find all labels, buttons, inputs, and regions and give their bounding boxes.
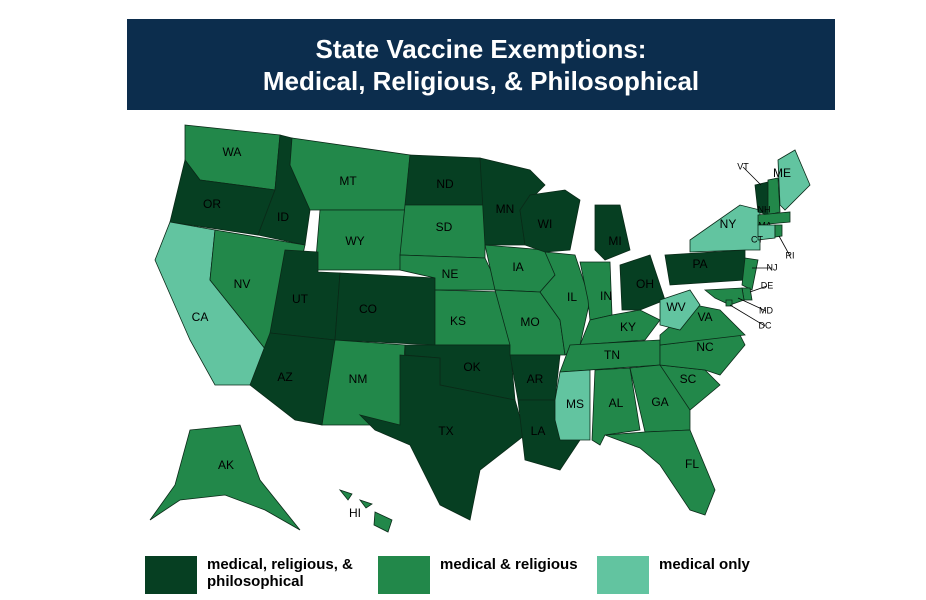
- state-label: LA: [531, 424, 546, 438]
- state-label: SD: [436, 220, 453, 234]
- state-shape: [757, 211, 791, 226]
- state-label: NV: [234, 277, 251, 291]
- state-label: OR: [203, 197, 221, 211]
- state-label: ID: [277, 210, 289, 224]
- state-label: DE: [761, 280, 774, 290]
- state-shape: [519, 189, 581, 253]
- state-label: ME: [773, 166, 791, 180]
- legend-item: medical & religious: [378, 556, 610, 594]
- state-shape: [554, 369, 591, 441]
- state-label: ND: [436, 177, 454, 191]
- state-label: IA: [512, 260, 523, 274]
- state-shape: [703, 287, 745, 306]
- state-label: NH: [758, 204, 771, 214]
- state-label: WA: [223, 145, 242, 159]
- state-label: MO: [520, 315, 539, 329]
- state-shape: [725, 299, 733, 307]
- state-shape: [249, 332, 336, 426]
- leader-line: [737, 297, 767, 312]
- state-label: NC: [696, 340, 714, 354]
- state-label: AL: [609, 396, 624, 410]
- state-label: NM: [349, 372, 368, 386]
- state-label: WV: [666, 300, 685, 314]
- state-shape: [149, 424, 301, 531]
- state-label: FL: [685, 457, 699, 471]
- state-shape: [659, 289, 701, 331]
- state-shape: [604, 429, 716, 516]
- state-label: MN: [496, 202, 515, 216]
- state-shape: [757, 224, 776, 241]
- state-label: AK: [218, 458, 234, 472]
- state-label: MI: [608, 234, 621, 248]
- state-label: VT: [737, 161, 749, 171]
- state-shape: [619, 254, 666, 311]
- state-label: TX: [438, 424, 453, 438]
- state-label: VA: [697, 310, 712, 324]
- state-label: CA: [192, 310, 209, 324]
- state-shape: [358, 499, 373, 509]
- state-label: NY: [720, 217, 737, 231]
- leader-line: [749, 285, 768, 293]
- state-shape: [767, 177, 781, 216]
- state-shape: [774, 224, 783, 238]
- state-label: WY: [345, 234, 364, 248]
- legend-swatch: [145, 556, 197, 594]
- state-shape: [594, 204, 631, 261]
- leader-line: [742, 166, 762, 186]
- title-line: Medical, Religious, & Philosophical: [262, 65, 700, 96]
- state-label: MS: [566, 397, 584, 411]
- state-shape: [334, 272, 436, 346]
- title-line: State Vaccine Exemptions:: [315, 33, 647, 64]
- state-label: UT: [292, 292, 309, 306]
- state-shape: [741, 257, 759, 291]
- state-label: DC: [759, 320, 772, 330]
- legend-label: medical, religious, & philosophical: [207, 556, 353, 590]
- legend-swatch: [597, 556, 649, 594]
- state-label: GA: [651, 395, 668, 409]
- title-box: State Vaccine Exemptions: Medical, Relig…: [127, 19, 835, 110]
- state-label: NE: [442, 267, 459, 281]
- state-label: KY: [620, 320, 636, 334]
- state-label: MD: [759, 305, 773, 315]
- state-label: SC: [680, 372, 697, 386]
- state-label: RI: [786, 250, 795, 260]
- state-label: IL: [567, 290, 577, 304]
- state-shape: [358, 354, 526, 521]
- legend-swatch: [378, 556, 430, 594]
- leader-line: [778, 235, 791, 257]
- state-label: WI: [538, 217, 553, 231]
- state-label: AR: [527, 372, 544, 386]
- legend-item: medical only: [597, 556, 809, 594]
- legend-label: medical only: [659, 556, 750, 573]
- legend-label: medical & religious: [440, 556, 578, 573]
- state-shape: [539, 251, 591, 356]
- state-label: IN: [600, 289, 612, 303]
- state-shape: [373, 511, 393, 533]
- legend-item: medical, religious, & philosophical: [145, 556, 407, 594]
- state-shape: [689, 204, 761, 253]
- state-label: PA: [692, 257, 707, 271]
- state-label: MT: [339, 174, 357, 188]
- state-shape: [629, 364, 691, 433]
- state-label: TN: [604, 348, 620, 362]
- state-label: AZ: [277, 370, 292, 384]
- state-label: OH: [636, 277, 654, 291]
- state-shape: [777, 149, 811, 211]
- state-label: KS: [450, 314, 466, 328]
- state-label: OK: [463, 360, 480, 374]
- state-label: NJ: [767, 262, 778, 272]
- state-label: HI: [349, 506, 361, 520]
- state-label: CT: [751, 234, 763, 244]
- state-shape: [338, 489, 353, 501]
- leader-line: [729, 304, 766, 327]
- state-label: CO: [359, 302, 377, 316]
